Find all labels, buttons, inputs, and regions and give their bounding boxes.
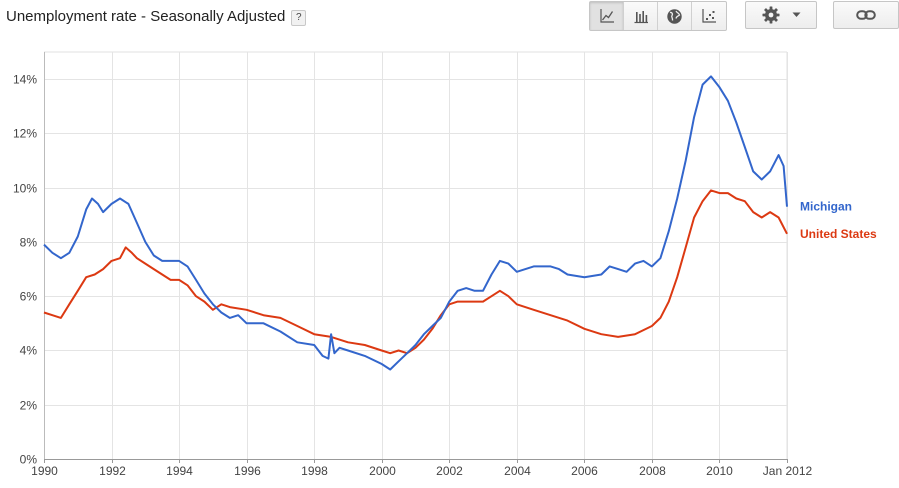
series-line-michigan — [43, 75, 788, 371]
chart-type-toolbar — [589, 1, 727, 31]
gear-icon — [762, 6, 779, 24]
series-lines — [43, 75, 788, 371]
legend-label-michigan: Michigan — [800, 200, 852, 214]
y-tick-label: 4% — [20, 344, 38, 358]
y-tick-label: 10% — [13, 182, 37, 196]
scatter-icon — [702, 9, 716, 23]
scatter-view-button[interactable] — [692, 2, 726, 30]
chart-title: Unemployment rate - Seasonally Adjusted? — [6, 8, 307, 26]
line-chart-button[interactable] — [590, 2, 624, 30]
legend: Michigan United States — [800, 200, 877, 241]
link-icon — [856, 10, 876, 20]
y-tick-label: 0% — [20, 453, 38, 467]
x-tick-label: 2008 — [639, 464, 666, 478]
x-tick-label: 1996 — [234, 464, 261, 478]
x-axis: 1990 1992 1994 1996 1998 2000 2002 2004 2006 2008… — [31, 464, 812, 478]
y-axis: 0% 2% 4% 6% 8% 10% 12% 14% — [13, 73, 37, 467]
x-tick-label: 1994 — [166, 464, 193, 478]
bar-chart-icon — [634, 11, 648, 24]
x-tick-label: 2002 — [436, 464, 463, 478]
map-view-button[interactable] — [658, 2, 692, 30]
y-tick-label: 6% — [20, 290, 38, 304]
x-tick-label: 2006 — [571, 464, 598, 478]
x-tick-label: 2004 — [504, 464, 531, 478]
y-tick-label: 8% — [20, 236, 38, 250]
series-line-united-states — [43, 189, 788, 355]
y-tick-label: 12% — [13, 127, 37, 141]
y-tick-label: 2% — [20, 399, 38, 413]
x-tick-label: 1990 — [31, 464, 58, 478]
legend-label-united-states: United States — [800, 227, 877, 241]
link-button[interactable] — [833, 1, 899, 29]
x-tick-label: Jan 2012 — [763, 464, 813, 478]
chart-title-text: Unemployment rate - Seasonally Adjusted — [6, 8, 286, 25]
x-tick-label: 2000 — [369, 464, 396, 478]
x-tick-label: 1992 — [99, 464, 126, 478]
chevron-down-icon — [792, 12, 800, 17]
grid — [44, 51, 788, 463]
x-tick-label: 2010 — [706, 464, 733, 478]
bar-chart-button[interactable] — [624, 2, 658, 30]
x-tick-label: 1998 — [301, 464, 328, 478]
help-button[interactable]: ? — [291, 10, 307, 26]
y-tick-label: 14% — [13, 73, 37, 87]
settings-button[interactable] — [745, 1, 817, 29]
line-chart-icon — [599, 9, 614, 23]
globe-icon — [667, 8, 682, 24]
